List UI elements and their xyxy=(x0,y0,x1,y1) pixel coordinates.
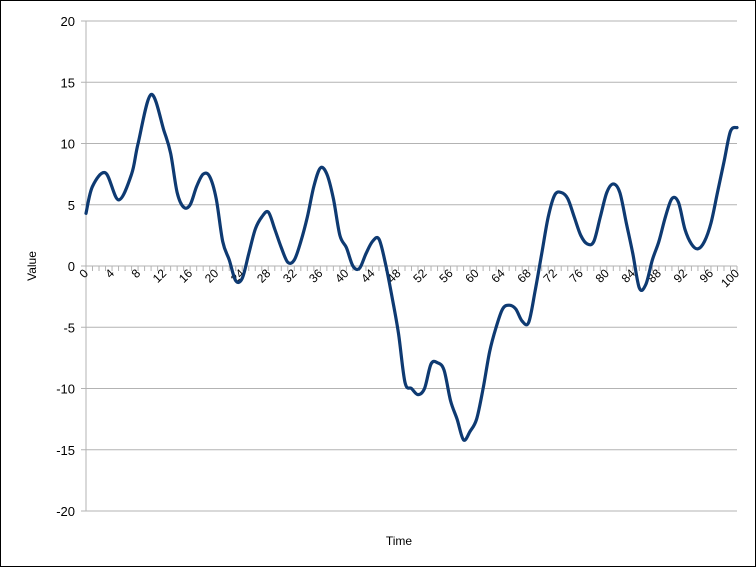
axes xyxy=(85,21,738,511)
x-tick-label: 8 xyxy=(129,266,144,281)
series-line xyxy=(84,92,739,442)
x-tick-label: 0 xyxy=(76,266,91,281)
y-tick-label: -20 xyxy=(56,504,75,519)
x-tick-label: 64 xyxy=(488,266,508,286)
x-tick-label: 16 xyxy=(176,266,196,286)
x-tick-label: 20 xyxy=(202,266,222,286)
y-tick-label: 15 xyxy=(61,75,75,90)
y-tick-label: -5 xyxy=(63,320,75,335)
y-tick-label: 0 xyxy=(68,259,75,274)
y-axis-title: Value xyxy=(25,251,39,281)
x-tick-labels: 0 4 8 12 16 20 24 28 32 36 40 44 48 52 56 60 64 68 72 76 80 8… xyxy=(76,266,742,290)
x-tick-label: 100 xyxy=(718,266,742,290)
x-axis-title: Time xyxy=(386,534,413,548)
x-tick-label: 52 xyxy=(410,266,430,286)
y-tick-label: 5 xyxy=(68,198,75,213)
x-tick-label: 56 xyxy=(436,266,456,286)
x-tick-label: 72 xyxy=(540,266,560,286)
x-tick-label: 76 xyxy=(567,266,587,286)
x-tick-label: 4 xyxy=(103,266,118,281)
x-tick-label: 80 xyxy=(593,266,613,286)
y-tick-label: 10 xyxy=(61,137,75,152)
x-tick-label: 36 xyxy=(306,266,326,286)
x-tick-label: 40 xyxy=(332,266,352,286)
x-tick-label: 32 xyxy=(280,266,300,286)
x-tick-label: 92 xyxy=(671,266,691,286)
y-tick-label: -15 xyxy=(56,443,75,458)
y-tick-labels: -20 -15 -10 -5 0 5 10 15 20 xyxy=(56,14,75,519)
x-tick-label: 28 xyxy=(254,266,274,286)
y-tick-label: 20 xyxy=(61,14,75,29)
series-group xyxy=(84,92,739,442)
x-tick-label: 44 xyxy=(358,266,378,286)
x-tick-label: 12 xyxy=(150,266,170,286)
y-tick-label: -10 xyxy=(56,382,75,397)
x-tick-label: 60 xyxy=(462,266,482,286)
x-tick-label: 96 xyxy=(697,266,717,286)
x-tick-label: 68 xyxy=(514,266,534,286)
